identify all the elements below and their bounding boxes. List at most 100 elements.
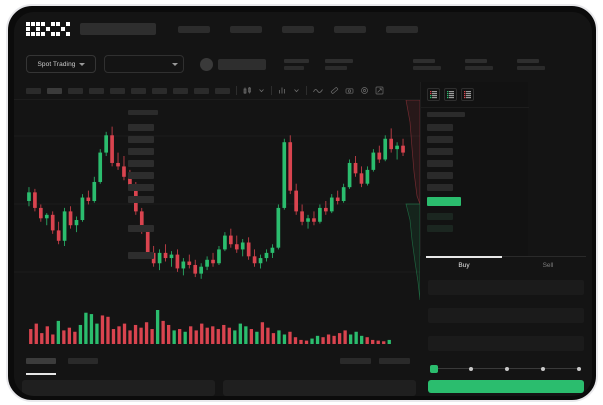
stat-value bbox=[465, 65, 493, 70]
market-type-dropdown[interactable]: Spot Trading bbox=[26, 55, 96, 73]
market-stat-3 bbox=[413, 58, 441, 70]
orderbook-size-row[interactable] bbox=[128, 252, 154, 259]
stat-label bbox=[413, 58, 435, 63]
line-tool-icon[interactable] bbox=[313, 86, 324, 95]
volume-histogram[interactable] bbox=[14, 300, 420, 352]
orderbook-divider bbox=[421, 107, 529, 108]
bottom-card-2[interactable] bbox=[223, 380, 416, 396]
market-type-label: Spot Trading bbox=[37, 60, 76, 68]
pair-summary[interactable] bbox=[200, 57, 266, 71]
slider-stop-25[interactable] bbox=[469, 366, 473, 371]
orderbook-ask-row[interactable] bbox=[427, 124, 453, 131]
orderbook-bid-row[interactable] bbox=[427, 225, 453, 232]
orderbook-size-row[interactable] bbox=[128, 160, 154, 167]
app-header bbox=[14, 12, 592, 46]
bottom-panel bbox=[14, 352, 420, 396]
nav-item-1[interactable] bbox=[178, 25, 210, 33]
orderbook-secondary-column bbox=[128, 82, 192, 396]
tab-sell[interactable]: Sell bbox=[542, 262, 554, 269]
orderbook-size-row[interactable] bbox=[128, 196, 154, 203]
trade-tab-active-underline bbox=[426, 256, 502, 258]
orderbook-bids-icon[interactable] bbox=[444, 88, 457, 101]
price-field[interactable] bbox=[428, 280, 584, 295]
orderbook-size-row[interactable] bbox=[128, 136, 154, 143]
toolbar-divider bbox=[236, 86, 237, 95]
nav-item-2[interactable] bbox=[230, 25, 262, 33]
settings-gear-icon[interactable] bbox=[360, 86, 369, 95]
orderbook-ask-row[interactable] bbox=[427, 172, 453, 179]
okx-logo-icon[interactable] bbox=[26, 22, 70, 36]
orderbook-ask-row[interactable] bbox=[427, 136, 453, 143]
stat-value bbox=[325, 65, 347, 70]
timeframe-8[interactable] bbox=[173, 87, 188, 94]
slider-stop-75[interactable] bbox=[541, 366, 545, 371]
timeframe-6[interactable] bbox=[131, 87, 146, 94]
orderbook-bid-row[interactable] bbox=[427, 213, 453, 220]
toolbar-divider bbox=[271, 86, 272, 95]
nav-item-5[interactable] bbox=[386, 25, 418, 33]
submit-buy-button[interactable] bbox=[428, 380, 584, 393]
orderbook-size-row[interactable] bbox=[128, 172, 154, 179]
timeframe-10[interactable] bbox=[215, 87, 230, 94]
chevron-down-icon[interactable] bbox=[293, 87, 300, 94]
bottom-action-2[interactable] bbox=[379, 358, 410, 364]
chevron-down-icon[interactable] bbox=[258, 87, 265, 94]
toolbar-divider bbox=[306, 86, 307, 95]
orderbook-current-price[interactable] bbox=[427, 197, 461, 206]
orderbook-ask-row[interactable] bbox=[427, 148, 453, 155]
timeframe-9[interactable] bbox=[194, 87, 209, 94]
orderbook-size-row[interactable] bbox=[128, 148, 154, 155]
nav-item-3[interactable] bbox=[282, 25, 314, 33]
orderbook-column-header bbox=[128, 110, 158, 115]
ruler-icon[interactable] bbox=[330, 86, 339, 95]
pair-name bbox=[218, 58, 266, 70]
slider-stop-50[interactable] bbox=[505, 366, 509, 371]
nav-item-4[interactable] bbox=[334, 25, 366, 33]
chevron-down-icon bbox=[172, 62, 178, 66]
candlestick-chart[interactable] bbox=[14, 100, 420, 300]
orderbook-size-row[interactable] bbox=[128, 184, 154, 191]
timeframe-1[interactable] bbox=[26, 87, 41, 94]
volume-canvas bbox=[29, 310, 391, 344]
indicators-icon[interactable] bbox=[278, 86, 287, 95]
orderbook-size-row[interactable] bbox=[128, 225, 154, 232]
bottom-actions bbox=[340, 358, 410, 364]
amount-field[interactable] bbox=[428, 308, 584, 323]
orderbook-ask-row[interactable] bbox=[427, 184, 453, 191]
total-field[interactable] bbox=[428, 336, 584, 351]
trade-tab-track bbox=[426, 256, 586, 257]
bottom-tab-1[interactable] bbox=[26, 358, 56, 364]
stat-label bbox=[325, 58, 353, 63]
bottom-action-1[interactable] bbox=[340, 358, 371, 364]
okx-logo-k bbox=[41, 22, 55, 36]
amount-slider[interactable] bbox=[430, 364, 582, 373]
slider-stop-100[interactable] bbox=[577, 366, 581, 371]
bottom-tab-2[interactable] bbox=[68, 358, 98, 364]
orderbook-both-icon[interactable] bbox=[427, 88, 440, 101]
coin-avatar bbox=[200, 57, 213, 71]
orderbook-mode-switcher bbox=[421, 82, 528, 101]
timeframe-7[interactable] bbox=[152, 87, 167, 94]
orderbook-size-row[interactable] bbox=[128, 124, 154, 131]
timeframe-5[interactable] bbox=[110, 87, 125, 94]
app-screen: Spot Trading bbox=[14, 12, 592, 396]
market-stat-4 bbox=[465, 58, 493, 70]
timeframe-2[interactable] bbox=[47, 87, 62, 94]
okx-logo-o bbox=[26, 22, 40, 36]
bottom-tabs bbox=[14, 352, 420, 364]
bottom-card-1[interactable] bbox=[22, 380, 215, 396]
orderbook-asks-icon[interactable] bbox=[461, 88, 474, 101]
orderbook-ask-row[interactable] bbox=[427, 160, 453, 167]
candlestick-type-icon[interactable] bbox=[243, 86, 252, 95]
chart-canvas bbox=[14, 100, 420, 300]
okx-logo-x bbox=[56, 22, 70, 36]
timeframe-3[interactable] bbox=[68, 87, 83, 94]
search-input[interactable] bbox=[80, 23, 156, 35]
stat-label bbox=[465, 58, 487, 63]
slider-handle[interactable] bbox=[430, 365, 438, 373]
timeframe-4[interactable] bbox=[89, 87, 104, 94]
fullscreen-icon[interactable] bbox=[375, 86, 384, 95]
camera-icon[interactable] bbox=[345, 86, 354, 95]
tab-buy[interactable]: Buy bbox=[458, 262, 470, 269]
pair-select-dropdown[interactable] bbox=[104, 55, 184, 73]
